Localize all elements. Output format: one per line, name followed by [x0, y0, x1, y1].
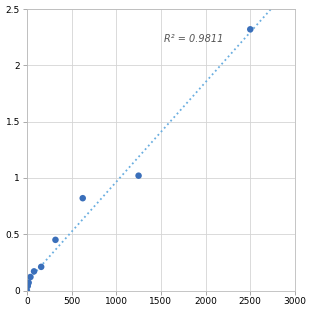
- Point: [248, 27, 253, 32]
- Point: [26, 280, 31, 285]
- Point: [32, 269, 37, 274]
- Point: [136, 173, 141, 178]
- Point: [53, 237, 58, 242]
- Text: R² = 0.9811: R² = 0.9811: [163, 34, 223, 44]
- Point: [25, 284, 30, 289]
- Point: [39, 264, 44, 269]
- Point: [80, 196, 85, 201]
- Point: [28, 275, 33, 280]
- Point: [24, 288, 29, 293]
